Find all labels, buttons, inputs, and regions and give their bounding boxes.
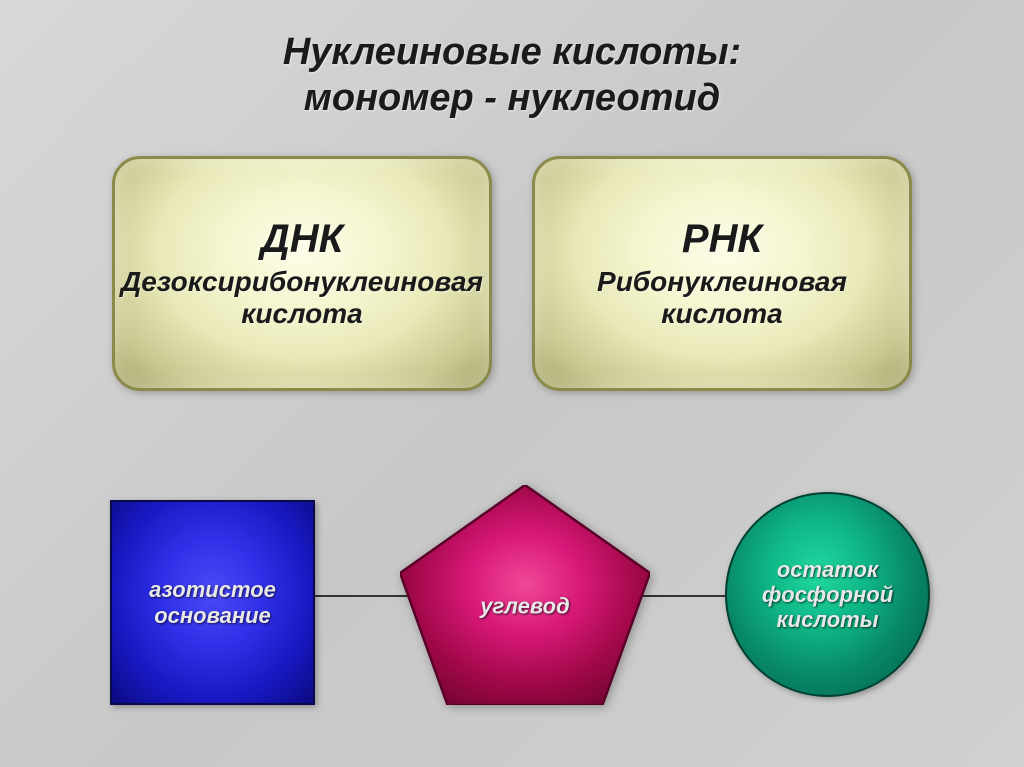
phosphate-shape: остаток фосфорной кислоты — [725, 492, 930, 697]
card-dnk: ДНК Дезоксирибонуклеиновая кислота — [112, 156, 492, 391]
card-dnk-abbr: ДНК — [261, 217, 343, 262]
carbohydrate-shape: углевод — [400, 485, 650, 705]
slide-title: Нуклеиновые кислоты: мономер - нуклеотид — [0, 0, 1024, 121]
card-dnk-full: Дезоксирибонуклеиновая кислота — [121, 266, 483, 330]
cards-row: ДНК Дезоксирибонуклеиновая кислота РНК Р… — [0, 156, 1024, 391]
nitrogenous-base-label: азотистое основание — [149, 577, 276, 628]
nucleotide-components-row: азотистое основание углевод остаток фосф… — [0, 470, 1024, 730]
phosphate-label: остаток фосфорной кислоты — [762, 557, 893, 633]
connector-1 — [315, 595, 410, 597]
title-line-2: мономер - нуклеотид — [0, 76, 1024, 122]
card-rnk: РНК Рибонуклеиновая кислота — [532, 156, 912, 391]
card-rnk-full: Рибонуклеиновая кислота — [597, 266, 847, 330]
carbohydrate-label: углевод — [480, 593, 569, 618]
title-line-1: Нуклеиновые кислоты: — [0, 30, 1024, 76]
connector-2 — [640, 595, 730, 597]
nitrogenous-base-shape: азотистое основание — [110, 500, 315, 705]
card-rnk-abbr: РНК — [682, 217, 762, 262]
